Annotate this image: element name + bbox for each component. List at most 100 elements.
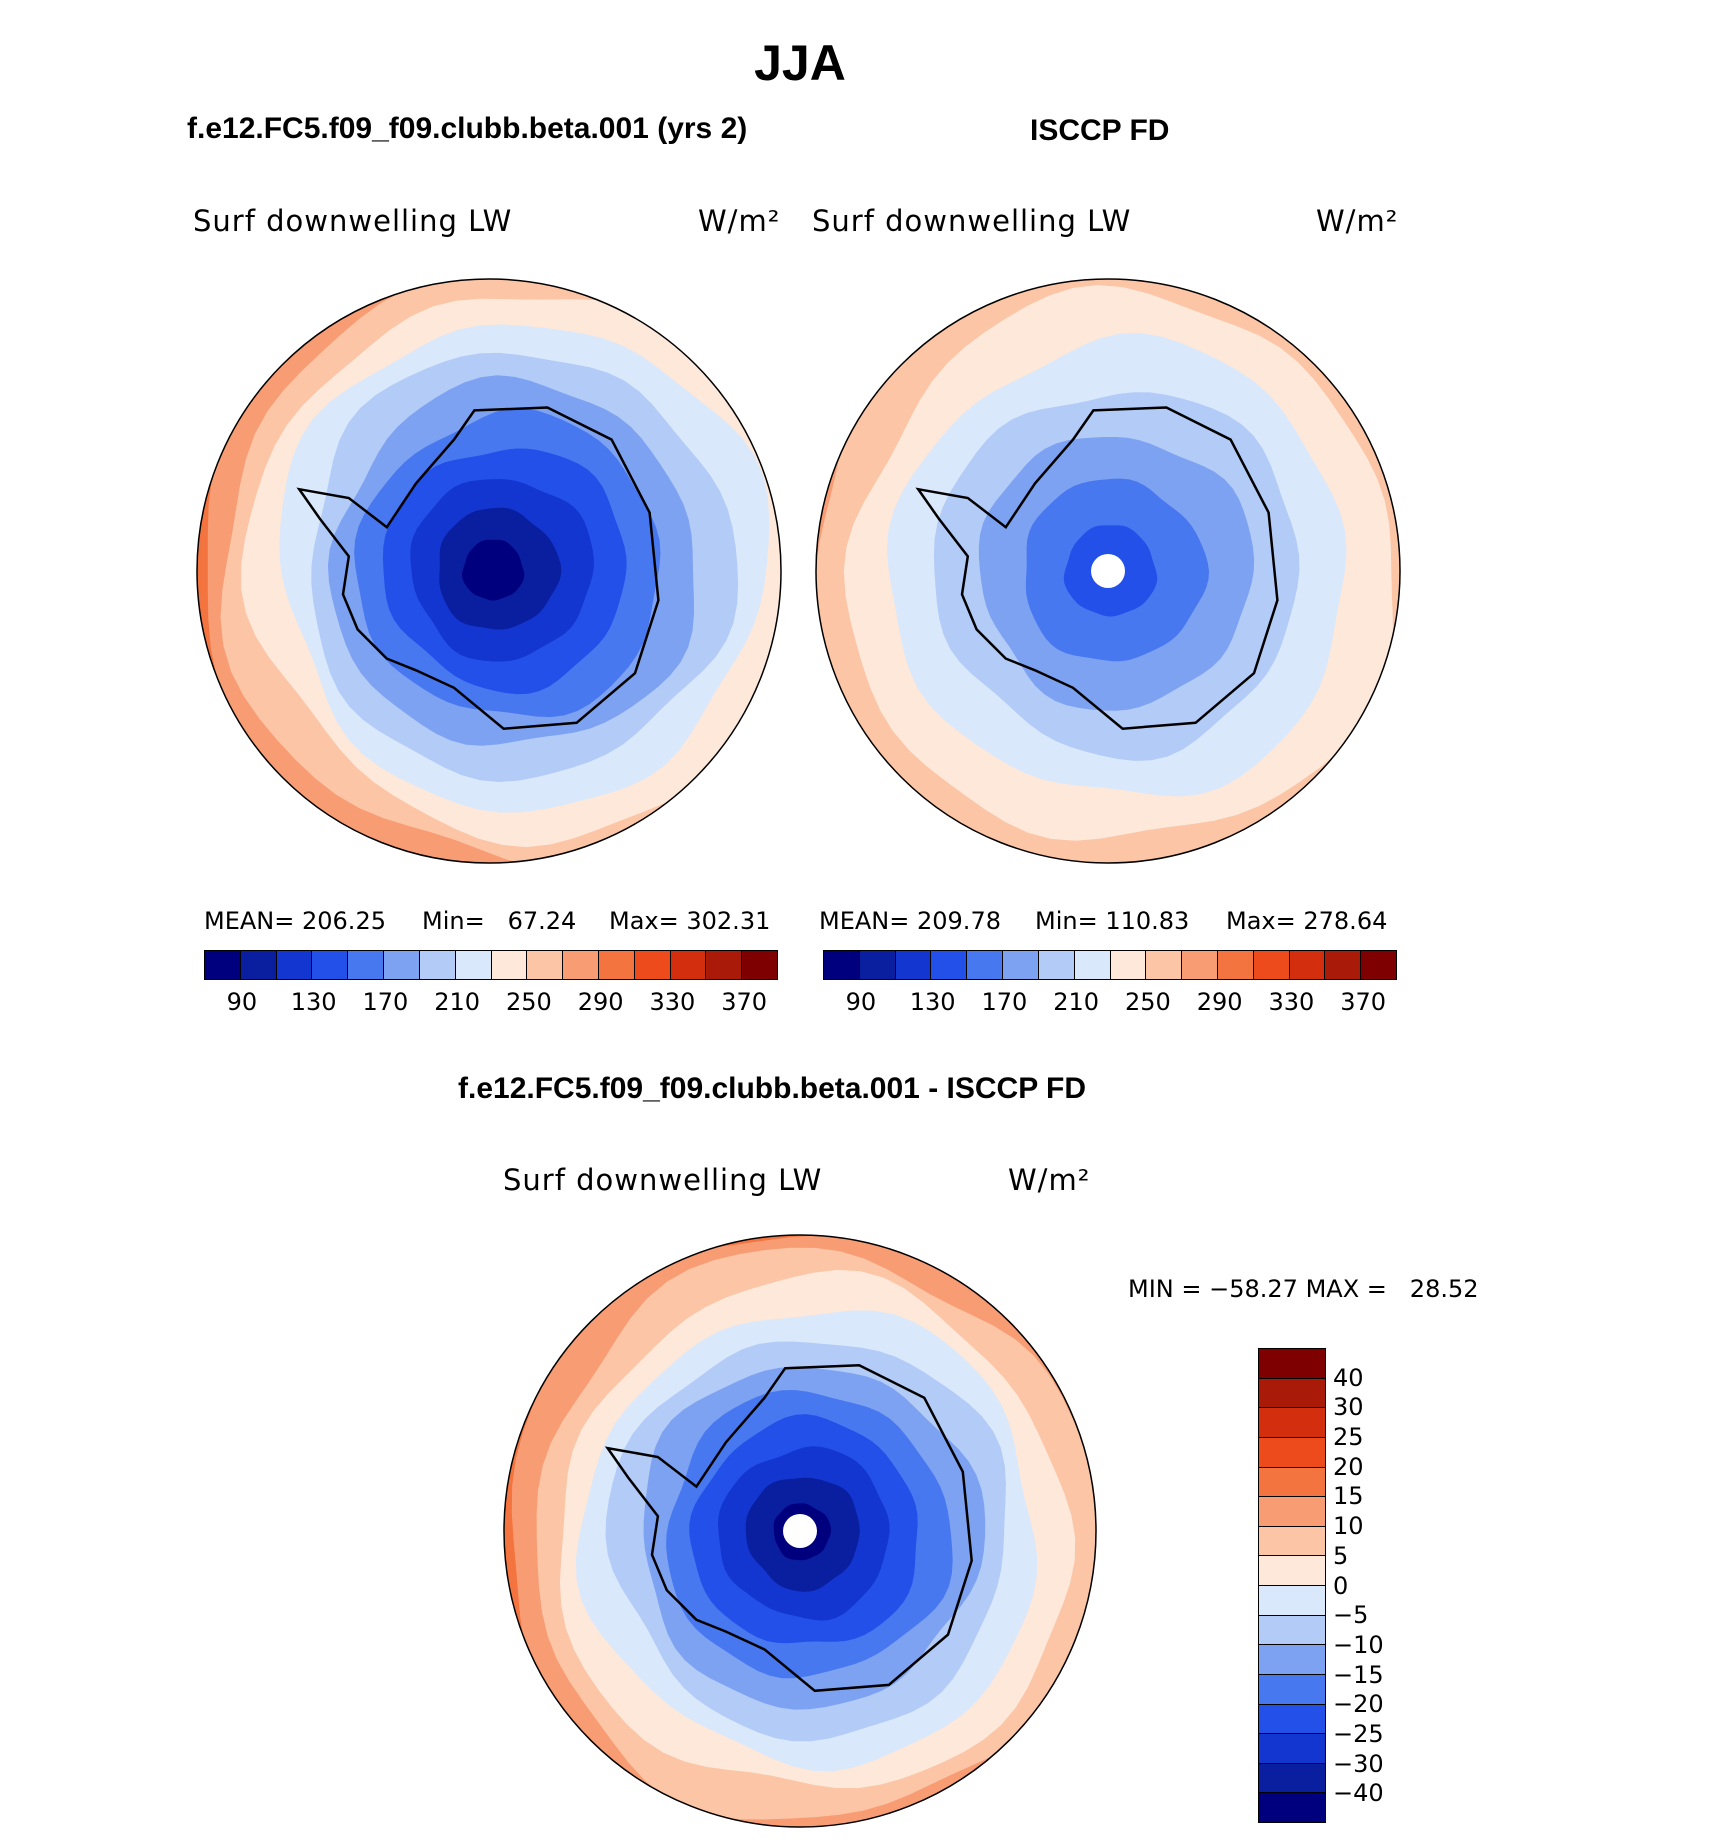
colorbar-swatch	[1259, 1704, 1325, 1735]
contour-band	[311, 352, 739, 782]
contour-band	[536, 1247, 1096, 1820]
contour-band	[354, 408, 661, 718]
colorbar-swatch	[634, 951, 671, 979]
contour-band	[410, 479, 594, 662]
colorbar-swatch	[1325, 951, 1362, 979]
colorbar-tick-label: 250	[505, 988, 552, 1016]
contour-band	[605, 1341, 1006, 1742]
colorbar-tick-label: 25	[1333, 1423, 1364, 1452]
difference-units-label: W/m²	[1008, 1163, 1091, 1197]
colorbar-tick-label: 330	[1268, 988, 1315, 1016]
contour-band	[279, 324, 770, 813]
colorbar-swatch	[384, 951, 420, 979]
colorbar-tick-label: 130	[290, 988, 337, 1016]
left-mean-stat: MEAN= 206.25	[204, 907, 386, 935]
colorbar-swatch	[670, 951, 707, 979]
colorbar-swatch	[1361, 951, 1396, 979]
contour-band	[773, 1503, 831, 1561]
colorbar-tick-label: 90	[226, 988, 258, 1016]
colorbar-swatch	[276, 951, 313, 979]
page-title: JJA	[754, 35, 846, 91]
colorbar-swatch	[1253, 951, 1290, 979]
contour-band	[560, 1269, 1076, 1789]
colorbar-swatch	[1259, 1793, 1325, 1822]
contour-band	[643, 1367, 986, 1710]
colorbar-swatch	[1259, 1586, 1325, 1616]
contour-band	[197, 279, 781, 863]
contour-band	[887, 333, 1347, 797]
map-field	[504, 1235, 1096, 1827]
left-units-label: W/m²	[698, 204, 781, 238]
contour-band	[327, 375, 694, 746]
contour-band	[978, 437, 1255, 711]
colorbar-swatch	[563, 951, 599, 979]
colorbar-tick-label: 290	[1196, 988, 1243, 1016]
right-max-stat: Max= 278.64	[1226, 907, 1388, 935]
difference-minmax-stat: MIN = −58.27 MAX = 28.52	[1128, 1275, 1479, 1303]
left-colorbar	[204, 950, 778, 980]
left-min-stat: Min= 67.24	[422, 907, 577, 935]
colorbar-tick-label: 330	[649, 988, 696, 1016]
colorbar-swatch	[859, 951, 896, 979]
contour-band	[816, 279, 1400, 863]
colorbar-swatch	[931, 951, 968, 979]
colorbar-swatch	[967, 951, 1004, 979]
map-boundary	[196, 278, 782, 864]
colorbar-tick-label: 5	[1333, 1541, 1349, 1570]
colorbar-swatch	[1259, 1674, 1325, 1705]
colorbar-tick-label: 170	[981, 988, 1028, 1016]
map-field	[816, 279, 1400, 863]
contour-band	[718, 1446, 890, 1621]
colorbar-swatch	[1259, 1349, 1325, 1379]
colorbar-swatch	[895, 951, 932, 979]
colorbar-swatch	[598, 951, 635, 979]
colorbar-swatch	[455, 951, 492, 979]
colorbar-tick-label: −15	[1333, 1660, 1384, 1689]
contour-band	[511, 1235, 1096, 1827]
contour-band	[462, 539, 525, 601]
colorbar-swatch	[1182, 951, 1218, 979]
colorbar-tick-label: 90	[845, 988, 877, 1016]
colorbar-tick-label: 30	[1333, 1393, 1364, 1422]
difference-panel-heading: f.e12.FC5.f09_f09.clubb.beta.001 - ISCCP…	[458, 1072, 1086, 1105]
difference-variable-label: Surf downwelling LW	[503, 1163, 823, 1197]
right-units-label: W/m²	[1316, 204, 1399, 238]
contour-band	[382, 448, 627, 695]
colorbar-swatch	[1259, 1556, 1325, 1586]
map-boundary	[815, 278, 1401, 864]
contour-band	[220, 279, 781, 863]
colorbar-swatch	[419, 951, 456, 979]
colorbar-swatch	[1259, 1615, 1325, 1646]
coastline	[604, 1363, 973, 1693]
map-boundary	[503, 1234, 1097, 1828]
contour-band	[666, 1390, 953, 1679]
colorbar-tick-label: −40	[1333, 1779, 1384, 1808]
colorbar-swatch	[1289, 951, 1326, 979]
colorbar-swatch	[491, 951, 528, 979]
colorbar-swatch	[1259, 1645, 1325, 1675]
contour-band	[241, 298, 781, 848]
colorbar-swatch	[1259, 1378, 1325, 1409]
right-variable-label: Surf downwelling LW	[812, 204, 1132, 238]
colorbar-tick-label: 40	[1333, 1363, 1364, 1392]
colorbar-swatch	[1003, 951, 1039, 979]
right-colorbar-ticks: 90 130 170 210 250 290 330 370	[823, 988, 1397, 1018]
difference-colorbar	[1258, 1348, 1326, 1823]
colorbar-tick-label: −25	[1333, 1719, 1384, 1748]
contour-band	[576, 1310, 1038, 1772]
colorbar-swatch	[706, 951, 743, 979]
colorbar-tick-label: 10	[1333, 1512, 1364, 1541]
colorbar-tick-label: −30	[1333, 1749, 1384, 1778]
colorbar-swatch	[1259, 1734, 1325, 1764]
colorbar-swatch	[1038, 951, 1075, 979]
contour-band	[504, 1235, 1096, 1827]
colorbar-swatch	[824, 951, 860, 979]
colorbar-swatch	[1259, 1467, 1325, 1498]
colorbar-tick-label: 170	[362, 988, 409, 1016]
colorbar-swatch	[1259, 1408, 1325, 1438]
contour-band	[1063, 525, 1158, 617]
colorbar-swatch	[1146, 951, 1183, 979]
colorbar-tick-label: 370	[721, 988, 768, 1016]
missing-data-pole	[783, 1514, 817, 1548]
colorbar-swatch	[1259, 1526, 1325, 1557]
